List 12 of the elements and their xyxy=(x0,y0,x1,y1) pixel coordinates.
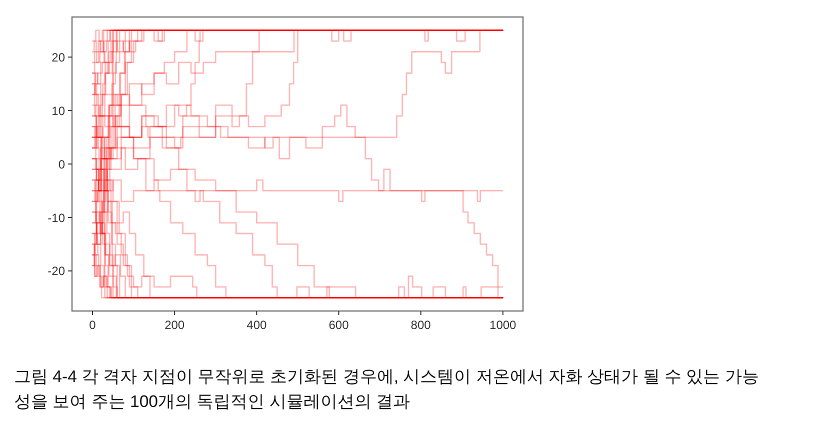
ytick-label: 20 xyxy=(52,50,65,64)
ytick-label: -10 xyxy=(48,210,65,225)
xtick-label: 800 xyxy=(410,318,431,332)
ytick-label: 10 xyxy=(52,104,65,118)
xtick-label: 0 xyxy=(89,318,96,332)
ytick-label: 0 xyxy=(58,157,65,172)
xtick-label: 200 xyxy=(164,318,185,332)
xtick-label: 1000 xyxy=(490,318,516,332)
xtick-label: 400 xyxy=(246,318,267,332)
xtick-label: 600 xyxy=(328,318,349,332)
caption: 그림 4-4 각 격자 지점이 무작위로 초기화된 경우에, 시스템이 저온에서 자화 상태가 될 수 있는 가능성을 보여 주는 100개의 독립적인 시뮬레이션의 결과 xyxy=(14,366,760,413)
ytick-label: -20 xyxy=(48,264,65,278)
